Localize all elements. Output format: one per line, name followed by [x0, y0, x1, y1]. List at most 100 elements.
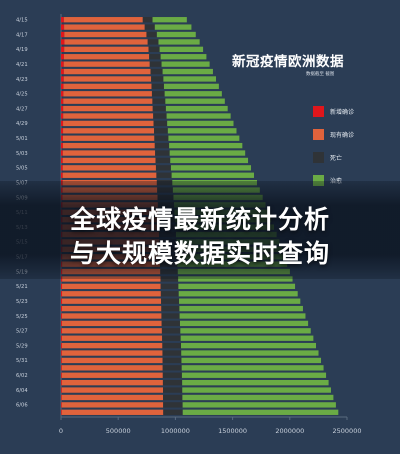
bar-recovered-4-27[interactable]	[165, 105, 228, 112]
bar-recovered-4-16[interactable]	[154, 24, 192, 30]
bar-recovered-6-07[interactable]	[182, 409, 339, 415]
bar-deaths-4-16[interactable]	[144, 24, 155, 30]
bar-new-confirmed-6-06[interactable]	[61, 402, 62, 408]
bar-deaths-5-02[interactable]	[154, 142, 170, 149]
bar-recovered-6-02[interactable]	[181, 372, 327, 378]
bar-current-confirmed-5-22[interactable]	[62, 291, 161, 297]
bar-current-confirmed-4-19[interactable]	[64, 46, 149, 52]
bar-recovered-4-26[interactable]	[165, 98, 225, 104]
bar-recovered-4-20[interactable]	[160, 54, 207, 60]
bar-current-confirmed-5-02[interactable]	[62, 142, 155, 149]
legend-item-new-confirmed[interactable]: 新增确诊	[313, 106, 354, 117]
bar-recovered-6-01[interactable]	[181, 365, 324, 371]
bar-current-confirmed-5-21[interactable]	[62, 283, 161, 290]
bar-recovered-4-22[interactable]	[162, 68, 213, 75]
bar-current-confirmed-4-23[interactable]	[63, 76, 152, 82]
bar-deaths-5-03[interactable]	[155, 150, 170, 156]
bar-recovered-5-05[interactable]	[170, 165, 252, 171]
bar-current-confirmed-5-01[interactable]	[62, 135, 155, 141]
bar-recovered-5-24[interactable]	[179, 305, 303, 312]
bar-deaths-5-22[interactable]	[160, 291, 179, 297]
bar-deaths-4-18[interactable]	[147, 39, 159, 45]
bar-new-confirmed-6-02[interactable]	[61, 372, 62, 378]
bar-recovered-4-18[interactable]	[158, 39, 200, 45]
bar-current-confirmed-4-30[interactable]	[63, 128, 155, 134]
bar-new-confirmed-4-22[interactable]	[61, 68, 64, 75]
bar-current-confirmed-4-20[interactable]	[63, 54, 150, 60]
bar-deaths-5-01[interactable]	[154, 135, 169, 141]
bar-new-confirmed-5-02[interactable]	[61, 142, 63, 149]
bar-deaths-6-06[interactable]	[163, 402, 183, 408]
bar-deaths-5-28[interactable]	[162, 335, 181, 341]
bar-current-confirmed-5-05[interactable]	[62, 165, 156, 171]
bar-recovered-5-30[interactable]	[181, 350, 319, 356]
bar-deaths-5-24[interactable]	[161, 305, 180, 312]
bar-new-confirmed-5-06[interactable]	[61, 172, 63, 178]
bar-deaths-4-24[interactable]	[151, 83, 164, 90]
bar-new-confirmed-5-28[interactable]	[61, 335, 62, 341]
bar-current-confirmed-6-02[interactable]	[61, 372, 163, 378]
bar-new-confirmed-5-25[interactable]	[61, 313, 62, 319]
bar-new-confirmed-4-16[interactable]	[61, 24, 65, 30]
bar-recovered-6-06[interactable]	[182, 402, 336, 408]
bar-deaths-6-04[interactable]	[163, 387, 183, 393]
bar-new-confirmed-5-21[interactable]	[61, 283, 63, 290]
bar-deaths-4-25[interactable]	[151, 91, 165, 97]
bar-deaths-5-06[interactable]	[156, 172, 172, 178]
bar-recovered-4-17[interactable]	[156, 31, 196, 38]
bar-current-confirmed-6-01[interactable]	[61, 365, 163, 371]
bar-deaths-6-07[interactable]	[163, 409, 183, 415]
bar-new-confirmed-5-26[interactable]	[61, 320, 62, 327]
bar-new-confirmed-6-05[interactable]	[61, 394, 62, 401]
bar-current-confirmed-6-06[interactable]	[61, 402, 164, 408]
bar-current-confirmed-4-15[interactable]	[63, 17, 143, 23]
bar-current-confirmed-6-07[interactable]	[61, 409, 164, 415]
bar-current-confirmed-5-03[interactable]	[62, 150, 156, 156]
bar-recovered-5-31[interactable]	[181, 357, 322, 364]
bar-deaths-5-31[interactable]	[162, 357, 182, 364]
bar-deaths-4-29[interactable]	[153, 120, 168, 127]
bar-current-confirmed-5-27[interactable]	[61, 328, 162, 334]
bar-deaths-5-26[interactable]	[161, 320, 180, 327]
bar-new-confirmed-4-27[interactable]	[61, 105, 64, 112]
bar-deaths-4-22[interactable]	[150, 68, 163, 75]
bar-new-confirmed-5-22[interactable]	[61, 291, 63, 297]
bar-new-confirmed-4-17[interactable]	[61, 31, 65, 38]
bar-new-confirmed-4-29[interactable]	[61, 120, 64, 127]
bar-recovered-5-02[interactable]	[169, 142, 243, 149]
bar-recovered-5-03[interactable]	[169, 150, 246, 156]
bar-current-confirmed-4-28[interactable]	[63, 113, 154, 119]
bar-deaths-4-26[interactable]	[152, 98, 166, 104]
bar-recovered-4-30[interactable]	[167, 128, 237, 134]
bar-current-confirmed-5-26[interactable]	[61, 320, 162, 327]
bar-current-confirmed-4-27[interactable]	[63, 105, 153, 112]
bar-recovered-5-22[interactable]	[178, 291, 298, 297]
bar-deaths-4-17[interactable]	[146, 31, 157, 38]
bar-deaths-6-02[interactable]	[162, 372, 182, 378]
bar-current-confirmed-5-23[interactable]	[62, 298, 162, 304]
bar-recovered-4-23[interactable]	[163, 76, 217, 82]
bar-new-confirmed-5-01[interactable]	[61, 135, 63, 141]
bar-new-confirmed-5-05[interactable]	[61, 165, 63, 171]
bar-recovered-4-29[interactable]	[167, 120, 234, 127]
bar-recovered-4-24[interactable]	[163, 83, 219, 90]
bar-new-confirmed-4-24[interactable]	[61, 83, 64, 90]
bar-recovered-4-21[interactable]	[161, 61, 210, 67]
bar-new-confirmed-5-27[interactable]	[61, 328, 62, 334]
bar-new-confirmed-6-04[interactable]	[61, 387, 62, 393]
bar-current-confirmed-4-22[interactable]	[63, 68, 151, 75]
bar-current-confirmed-5-24[interactable]	[62, 305, 162, 312]
bar-new-confirmed-5-29[interactable]	[61, 342, 62, 349]
bar-deaths-4-28[interactable]	[153, 113, 167, 119]
bar-deaths-4-23[interactable]	[151, 76, 164, 82]
bar-current-confirmed-4-21[interactable]	[63, 61, 150, 67]
bar-recovered-4-25[interactable]	[164, 91, 222, 97]
bar-current-confirmed-4-25[interactable]	[63, 91, 152, 97]
bar-recovered-5-06[interactable]	[171, 172, 254, 178]
bar-deaths-5-05[interactable]	[155, 165, 171, 171]
bar-deaths-6-05[interactable]	[163, 394, 183, 401]
bar-recovered-4-15[interactable]	[152, 17, 187, 23]
bar-recovered-5-21[interactable]	[178, 283, 296, 290]
bar-current-confirmed-4-16[interactable]	[64, 24, 145, 30]
bar-new-confirmed-5-31[interactable]	[61, 357, 62, 364]
